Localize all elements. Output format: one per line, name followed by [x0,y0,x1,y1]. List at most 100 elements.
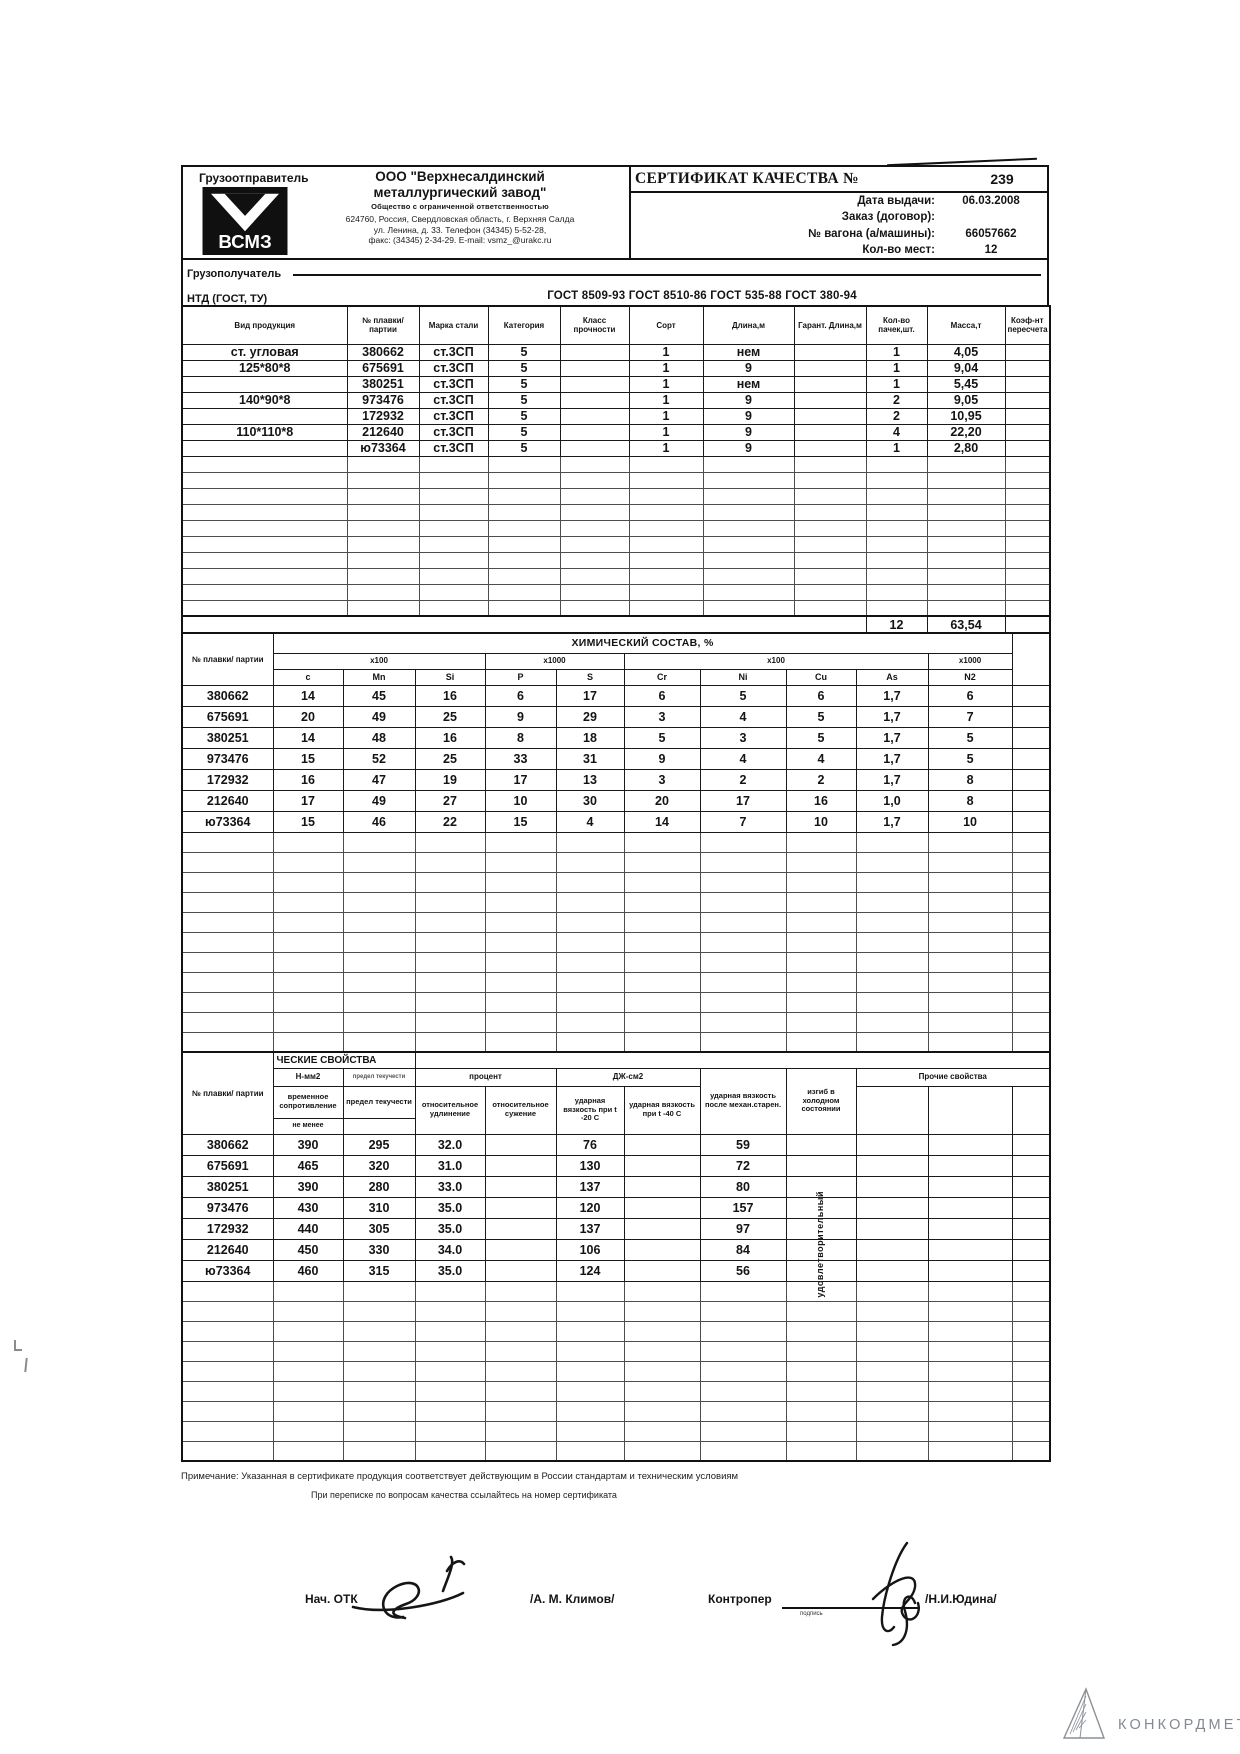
cell: 20 [272,705,344,728]
konkordmetall-text: КОНКОРДМЕТАЛЛ [1118,1717,1240,1733]
cell [272,971,344,993]
cell [623,1420,701,1442]
cell [926,503,1006,521]
cell [785,1031,857,1053]
cell [702,487,795,505]
cell [699,911,787,933]
cell: 48 [342,726,416,749]
cell [181,1340,274,1362]
cell [927,931,1013,953]
cell [181,1400,274,1422]
products-table: Вид продукция № плавки/ партии Марка ста… [181,305,1051,634]
cell [1011,1175,1051,1198]
empty-row [181,583,1051,601]
field-issue-date: Дата выдачи: 06.03.2008 [631,193,1047,209]
cell [418,455,489,473]
cell: 4 [699,747,787,770]
cell: 1,7 [855,705,929,728]
cell: 15 [484,810,557,833]
cell [559,535,630,553]
cell: 8 [927,768,1013,791]
cell [484,1133,557,1156]
cell: 4 [555,810,625,833]
cell [272,1360,344,1382]
cell: 212640 [181,789,274,812]
element-n2: N2 [927,668,1013,686]
cell [793,423,867,441]
cell [484,911,557,933]
cell [484,1440,557,1462]
cell [628,535,704,553]
cell: 212640 [181,1238,274,1261]
address-line1: 624760, Россия, Свердловская область, г.… [345,214,575,225]
cell: 137 [555,1217,625,1240]
cell [272,1320,344,1342]
table-row: 140*90*8 973476 ст.3СП 5 1 9 2 9,05 [181,391,1051,409]
otk-chief-label: Нач. ОТК [305,1592,358,1606]
controller-signature-line [782,1607,920,1609]
col-yield-strength: предел текучести [342,1085,416,1119]
cell [1011,1154,1051,1177]
cell [855,831,929,853]
otk-chief-name: /А. М. Климов/ [530,1592,615,1606]
cell [785,1440,857,1462]
cell [785,1280,857,1302]
company-info: ООО "Верхнесалдинский металлургический з… [295,169,625,246]
table-row: 172932 16 47 19 17 13 3 2 2 1,7 8 [181,768,1051,791]
cell [927,1280,1013,1302]
cell [414,991,486,1013]
cell [346,535,420,553]
cell [623,1238,701,1261]
cell: 1 [865,375,928,393]
cell [181,831,274,853]
cell [927,871,1013,893]
cell: 2 [865,407,928,425]
cell [927,1133,1013,1156]
cell [702,471,795,489]
cell [699,1400,787,1422]
cell [559,407,630,425]
cell: 14 [272,684,344,707]
cell [927,911,1013,933]
cell [342,1420,416,1442]
cell [785,871,857,893]
cell [346,503,420,521]
consignee-label: Грузополучатель [187,268,282,280]
company-name-line1: ООО "Верхнесалдинский [375,169,545,184]
cell: 9 [702,407,795,425]
cell [1011,1238,1051,1261]
cell: 17 [272,789,344,812]
empty-row [181,1340,1051,1362]
cell [623,1259,701,1282]
cell: ст.3СП [418,343,489,361]
cell [342,991,416,1013]
document-header: Грузоотправитель ВСМЗ ООО "Верхнесалдинс… [181,157,1049,260]
cell: 5 [487,407,561,425]
cell [623,1196,701,1219]
cell [272,851,344,873]
cell [865,471,928,489]
cell [414,1011,486,1033]
cell [793,407,867,425]
cell [346,583,420,601]
cell [1004,423,1051,441]
cell: 5 [487,359,561,377]
empty-row [181,1360,1051,1382]
scan-artifact [14,1340,16,1351]
cell [793,439,867,457]
cell [927,1380,1013,1402]
other-property-1 [855,1085,929,1135]
cell [181,455,348,473]
cell [855,971,929,993]
cell: 27 [414,789,486,812]
cell: 5 [487,375,561,393]
cell [699,871,787,893]
cell [418,471,489,489]
cell: 32.0 [414,1133,486,1156]
cell [1004,359,1051,377]
cell [559,503,630,521]
cell: 1 [628,407,704,425]
cell [414,1420,486,1442]
cell [926,455,1006,473]
empty-row [181,911,1051,933]
